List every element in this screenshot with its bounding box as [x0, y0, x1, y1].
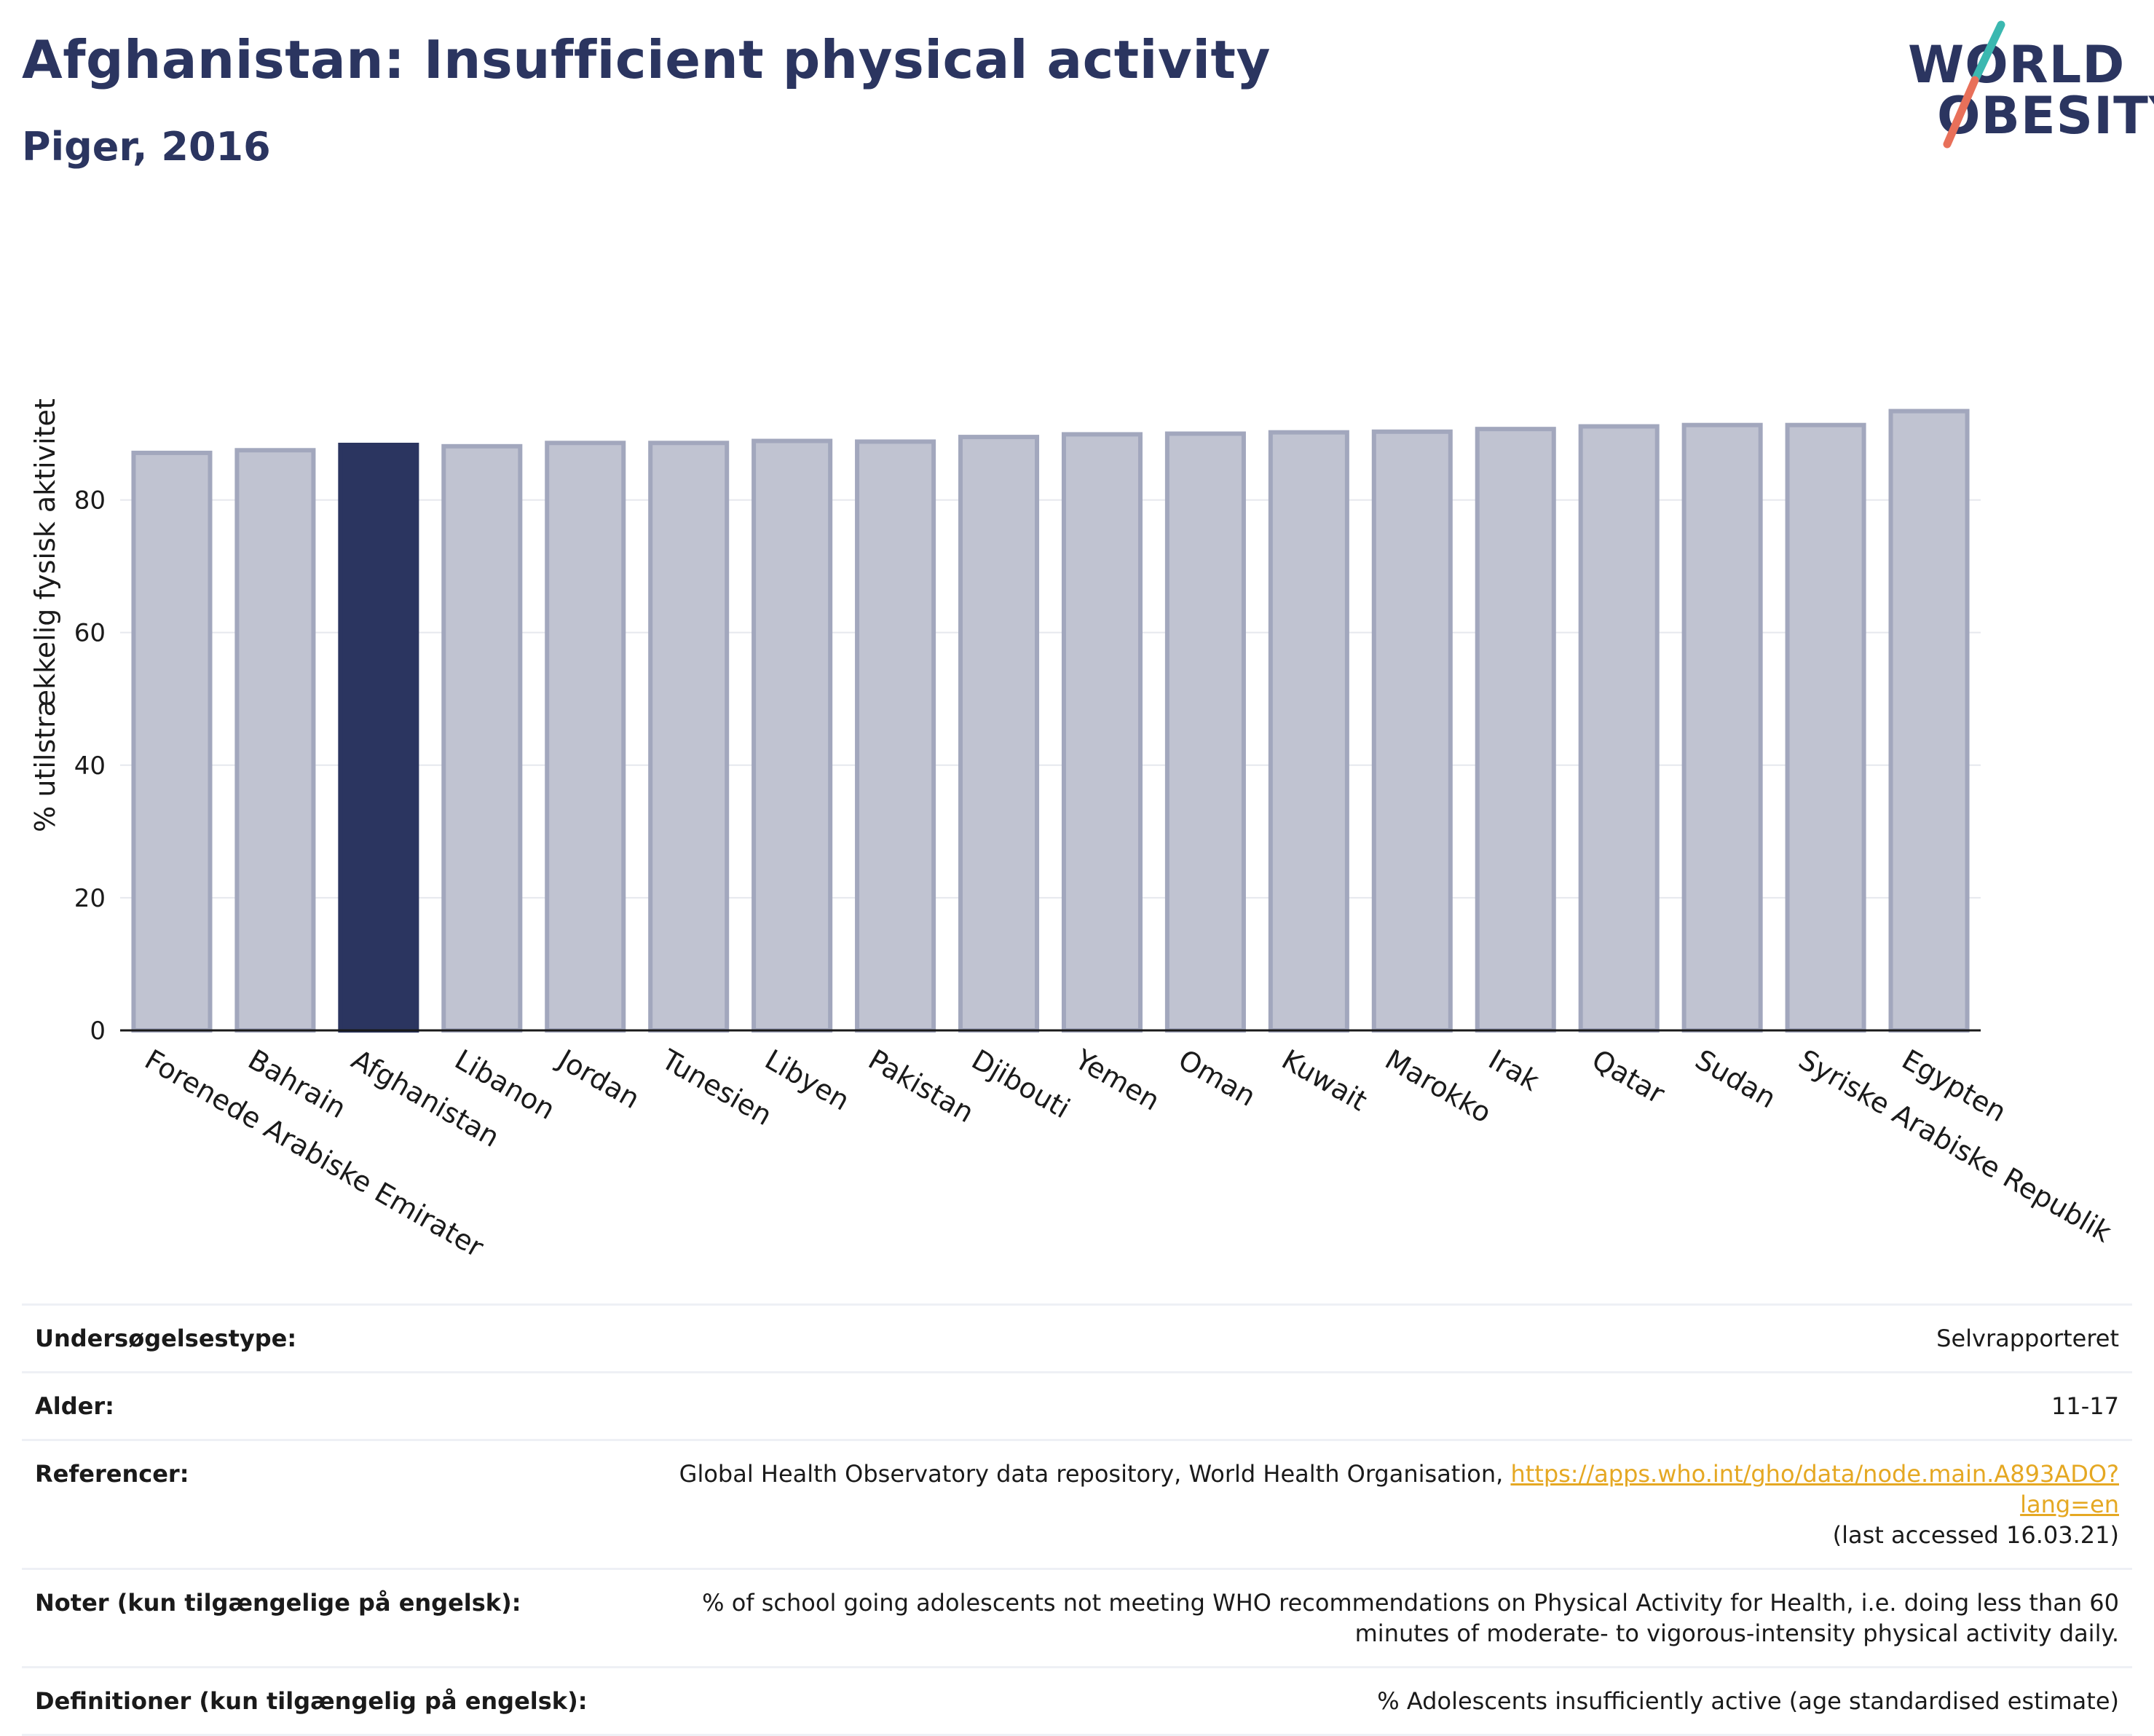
bar-irak[interactable] — [1475, 427, 1556, 1033]
bar-kuwait[interactable] — [1268, 430, 1349, 1033]
bar-forenede-arabiske-emirater[interactable] — [131, 450, 213, 1033]
x-tick-label: Kuwait — [1277, 1043, 1373, 1118]
y-tick-label: 60 — [74, 619, 106, 648]
logo-slash-icon — [1943, 20, 2005, 149]
y-tick-label: 40 — [74, 751, 106, 781]
table-row: Noter (kun tilgængelige på engelsk): % o… — [22, 1569, 2132, 1668]
x-tick-label: Oman — [1173, 1043, 1261, 1113]
references-label: Referencer: — [35, 1460, 189, 1488]
x-tick-label: Qatar — [1587, 1043, 1670, 1110]
bar-tunesien[interactable] — [648, 441, 730, 1033]
x-tick-label: Irak — [1483, 1043, 1545, 1097]
bar-jordan[interactable] — [545, 441, 626, 1033]
bar-sudan[interactable] — [1681, 422, 1763, 1033]
bar-afghanistan[interactable] — [338, 443, 419, 1033]
y-tick-label: 0 — [90, 1017, 106, 1046]
notes-label: Noter (kun tilgængelige på engelsk): — [35, 1589, 521, 1617]
survey-type-value: Selvrapporteret — [1936, 1325, 2119, 1352]
logo-text-world: WORLD — [1908, 35, 2126, 95]
x-tick-label: Pakistan — [863, 1043, 979, 1129]
references-value: Global Health Observatory data repositor… — [601, 1440, 2133, 1569]
bar-libanon[interactable] — [441, 443, 523, 1033]
y-tick-label: 20 — [74, 884, 106, 913]
reference-link[interactable]: https://apps.who.int/gho/data/node.main.… — [1510, 1460, 2119, 1518]
bar-pakistan[interactable] — [855, 439, 936, 1033]
bar-qatar[interactable] — [1578, 424, 1660, 1033]
definitions-value: % Adolescents insufficiently active (age… — [1377, 1687, 2119, 1715]
table-row: Alder: 11-17 — [22, 1372, 2132, 1440]
y-axis-label: % utilstrækkelig fysisk aktivitet — [29, 398, 61, 832]
chart-subtitle: Piger, 2016 — [22, 124, 271, 170]
bar-marokko[interactable] — [1371, 429, 1453, 1033]
bar-oman[interactable] — [1164, 431, 1246, 1033]
x-tick-label: Jordan — [552, 1043, 645, 1116]
bar-libyen[interactable] — [751, 438, 833, 1033]
survey-type-label: Undersøgelsestype: — [35, 1325, 297, 1352]
bar-djibouti[interactable] — [958, 435, 1040, 1033]
grid-lines — [120, 499, 1981, 899]
table-row: Definitioner (kun tilgængelig på engelsk… — [22, 1667, 2132, 1735]
notes-value: % of school going adolescents not meetin… — [702, 1589, 2119, 1647]
table-row: Undersøgelsestype: Selvrapporteret — [22, 1304, 2132, 1373]
bar-bahrain[interactable] — [234, 448, 316, 1033]
age-label: Alder: — [35, 1392, 114, 1420]
chart-title: Afghanistan: Insufficient physical activ… — [22, 29, 1271, 90]
x-tick-label: Djibouti — [966, 1043, 1076, 1125]
logo-text-obesity: OBESITY — [1937, 86, 2154, 146]
references-accessed: (last accessed 16.03.21) — [1832, 1521, 2119, 1549]
y-tick-label: 80 — [74, 486, 106, 516]
bar-syriske-arabiske-republik[interactable] — [1785, 422, 1866, 1033]
metadata-table: Undersøgelsestype: Selvrapporteret Alder… — [22, 1303, 2132, 1736]
x-tick-label: Sudan — [1690, 1043, 1782, 1115]
definitions-label: Definitioner (kun tilgængelig på engelsk… — [35, 1687, 588, 1715]
x-tick-label: Marokko — [1380, 1043, 1497, 1129]
age-value: 11-17 — [2051, 1392, 2119, 1420]
bars — [131, 409, 1970, 1033]
table-row: Referencer: Global Health Observatory da… — [22, 1440, 2132, 1569]
bar-egypten[interactable] — [1888, 409, 1970, 1033]
x-tick-label: Yemen — [1069, 1043, 1165, 1117]
bar-yemen[interactable] — [1061, 432, 1143, 1033]
x-tick-label: Tunesien — [655, 1043, 777, 1132]
references-text: Global Health Observatory data repositor… — [679, 1460, 1511, 1488]
world-obesity-logo[interactable]: WORLD OBESITY — [1893, 20, 2154, 159]
